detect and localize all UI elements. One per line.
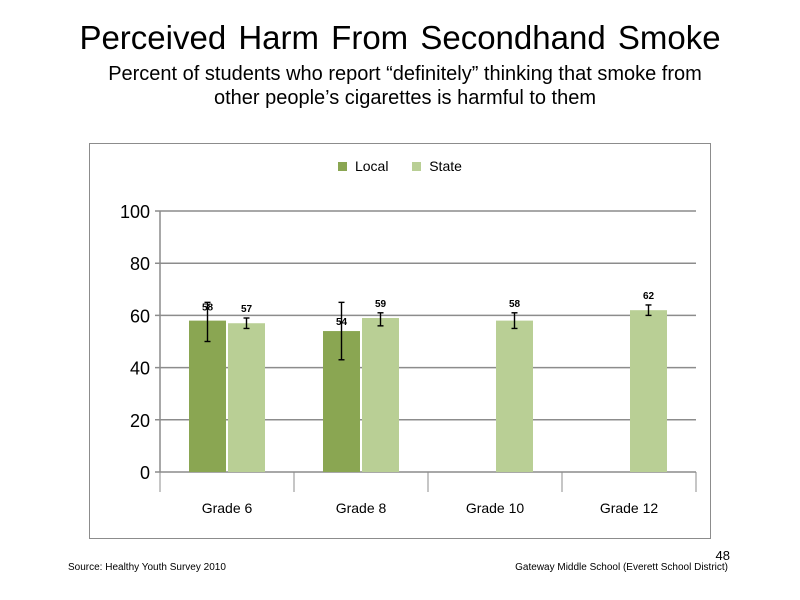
source-note: Source: Healthy Youth Survey 2010 — [68, 562, 226, 573]
y-tick-label: 0 — [140, 463, 150, 483]
subtitle-line-1: Percent of students who report “definite… — [108, 63, 702, 85]
data-label: 62 — [643, 291, 655, 302]
x-tick-label: Grade 10 — [466, 500, 525, 516]
y-tick-label: 40 — [130, 359, 150, 379]
legend-item-state: State — [412, 158, 462, 174]
data-label: 54 — [336, 317, 348, 328]
y-tick-label: 100 — [120, 202, 150, 222]
legend-label-state: State — [429, 158, 462, 174]
chart-frame — [89, 143, 711, 539]
slide-title: Perceived Harm From Secondhand Smoke — [79, 19, 721, 56]
slide-subtitle: Percent of students who report “definite… — [60, 62, 750, 110]
school-name: Gateway Middle School (Everett School Di… — [515, 562, 728, 573]
x-tick-label: Grade 12 — [600, 500, 659, 516]
y-tick-label: 80 — [130, 254, 150, 274]
bar-state — [228, 323, 265, 472]
y-tick-label: 20 — [130, 411, 150, 431]
legend-swatch-state — [412, 162, 422, 171]
y-tick-label: 60 — [130, 306, 150, 326]
legend-swatch-local — [338, 162, 348, 171]
bar-state — [362, 318, 399, 472]
data-label: 58 — [202, 302, 214, 313]
subtitle-line-2: other people’s cigarettes is harmful to … — [213, 87, 597, 109]
data-label: 58 — [509, 299, 521, 310]
chart-legend: Local State — [0, 158, 800, 174]
x-tick-label: Grade 8 — [336, 500, 387, 516]
bar-state — [630, 310, 667, 472]
data-label: 57 — [241, 304, 253, 315]
bar-state — [496, 320, 533, 472]
page-number: 48 — [715, 548, 730, 563]
bar-local — [189, 320, 226, 472]
legend-item-local: Local — [338, 158, 388, 174]
legend-label-local: Local — [354, 158, 389, 174]
data-label: 59 — [375, 299, 387, 310]
x-tick-label: Grade 6 — [202, 500, 253, 516]
